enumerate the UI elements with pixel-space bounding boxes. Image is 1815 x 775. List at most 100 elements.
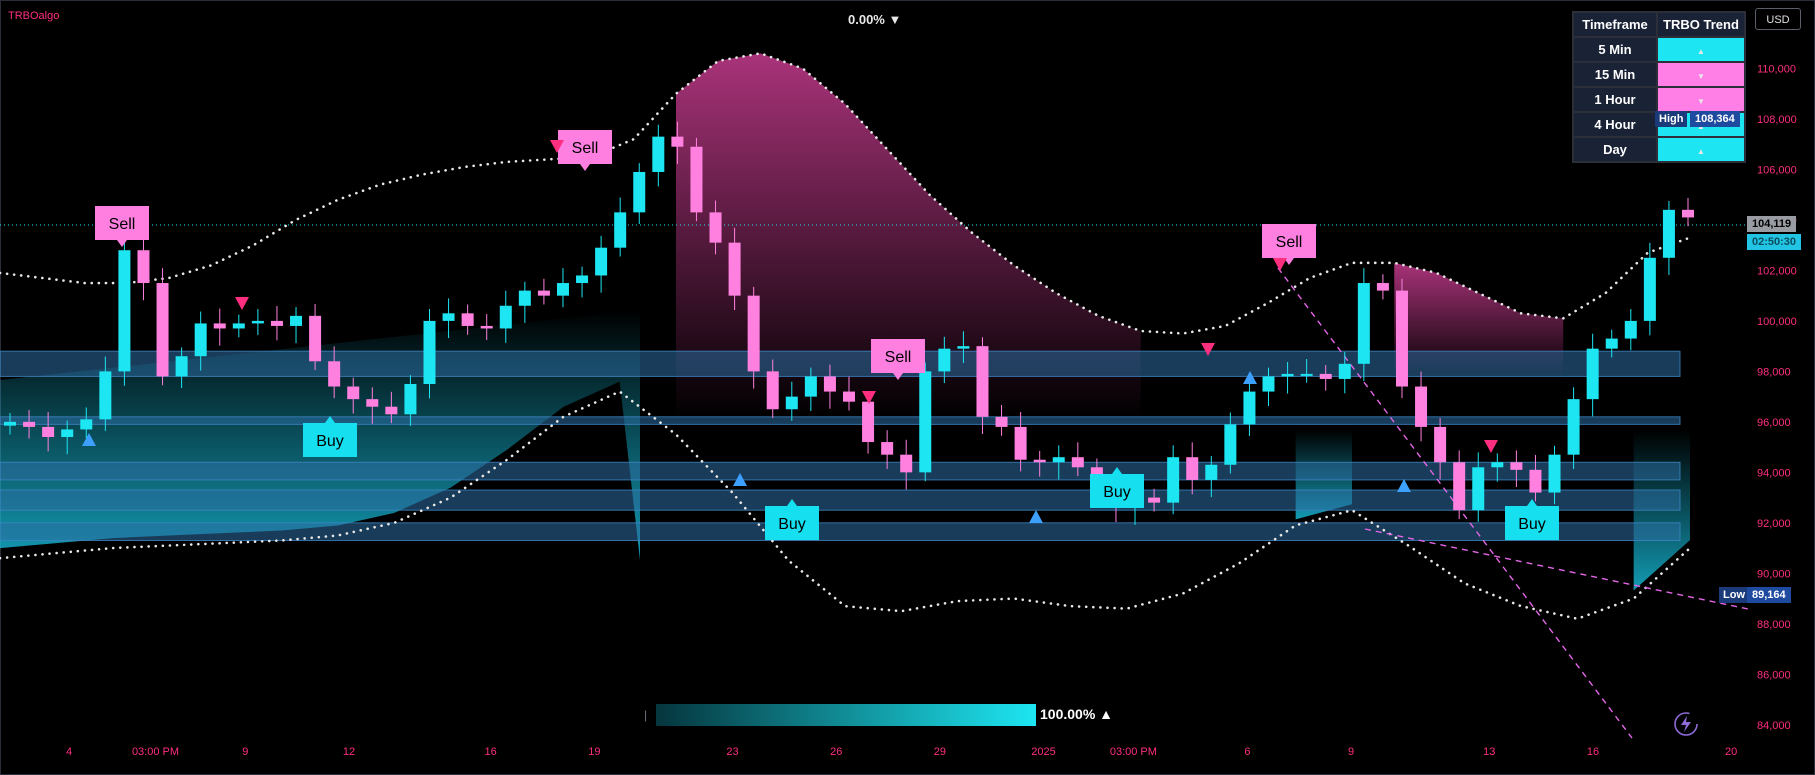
support-band bbox=[0, 350, 1681, 377]
candle-body bbox=[1624, 320, 1637, 339]
candle-body bbox=[309, 315, 322, 362]
candle-body bbox=[1491, 462, 1504, 468]
sell-label: Sell bbox=[109, 216, 136, 233]
candle-body bbox=[461, 313, 474, 326]
candle-body bbox=[747, 295, 760, 372]
buy-label: Buy bbox=[316, 433, 344, 450]
support-band bbox=[0, 416, 1681, 425]
candle-body bbox=[976, 346, 989, 417]
x-tick-label: 03:00 PM bbox=[1110, 746, 1157, 758]
candle-body bbox=[480, 325, 493, 329]
candle-body bbox=[919, 371, 932, 473]
candle-body bbox=[576, 275, 589, 284]
candle-body bbox=[633, 171, 646, 213]
buy-label: Buy bbox=[1103, 484, 1131, 501]
x-tick-label: 20 bbox=[1725, 746, 1737, 758]
y-tick-label: 92,000 bbox=[1757, 518, 1791, 530]
x-tick-label: 16 bbox=[1587, 746, 1599, 758]
candle-body bbox=[537, 290, 550, 296]
candle-body bbox=[1262, 376, 1275, 392]
sell-arrow-icon bbox=[862, 391, 876, 404]
candle-body bbox=[671, 136, 684, 147]
x-tick-label: 9 bbox=[242, 746, 248, 758]
candle-body bbox=[232, 323, 245, 329]
low-value: 89,164 bbox=[1747, 587, 1791, 603]
candle-body bbox=[785, 396, 798, 410]
candle-body bbox=[804, 376, 817, 397]
strength-percent: 100.00% ▲ bbox=[1040, 706, 1114, 722]
candle-body bbox=[1643, 257, 1656, 321]
lightning-icon[interactable] bbox=[1673, 711, 1699, 737]
candle-body bbox=[1186, 457, 1199, 480]
candle-body bbox=[423, 320, 436, 384]
candle-body bbox=[957, 346, 970, 349]
y-tick-label: 110,000 bbox=[1757, 63, 1796, 75]
candle-body bbox=[270, 320, 283, 326]
candle-body bbox=[1510, 462, 1523, 470]
sell-label: Sell bbox=[572, 140, 599, 157]
trend-row-timeframe: 1 Hour bbox=[1574, 88, 1656, 111]
sell-signal: Sell bbox=[558, 130, 612, 171]
candle-body bbox=[1052, 457, 1065, 463]
trend-row-indicator: ▼ bbox=[1658, 63, 1744, 86]
candle-body bbox=[1167, 457, 1180, 503]
trend-row-timeframe: 5 Min bbox=[1574, 38, 1656, 61]
currency-button[interactable]: USD bbox=[1755, 8, 1801, 30]
candle-body bbox=[1014, 426, 1027, 460]
sell-signal: Sell bbox=[95, 206, 149, 247]
candle-body bbox=[938, 348, 951, 372]
candle-body bbox=[614, 212, 627, 248]
trend-table-header-trend: TRBO Trend bbox=[1658, 13, 1744, 36]
candle-body bbox=[766, 371, 779, 410]
candle-body bbox=[518, 290, 531, 306]
y-tick-label: 90,000 bbox=[1757, 568, 1791, 580]
trend-row-timeframe: 15 Min bbox=[1574, 63, 1656, 86]
candle-body bbox=[1529, 469, 1542, 493]
candle-body bbox=[1586, 348, 1599, 400]
candle-body bbox=[328, 361, 341, 387]
buy-label: Buy bbox=[778, 516, 806, 533]
candle-body bbox=[995, 416, 1008, 427]
buy-label: Buy bbox=[1518, 516, 1546, 533]
buy-signal: Buy bbox=[303, 416, 357, 457]
candle-body bbox=[4, 421, 16, 426]
bearish-cloud bbox=[676, 53, 1141, 421]
sell-arrow-icon bbox=[1484, 440, 1498, 453]
x-tick-label: 6 bbox=[1244, 746, 1250, 758]
candle-body bbox=[1224, 424, 1237, 465]
candle-body bbox=[556, 283, 569, 296]
buy-arrow-icon bbox=[1029, 510, 1043, 523]
candle-body bbox=[137, 250, 150, 284]
trend-table: Timeframe TRBO Trend 5 Min ▲ 15 Min ▼ 1 … bbox=[1572, 11, 1746, 163]
support-band bbox=[0, 461, 1681, 481]
trend-row-indicator: ▲ bbox=[1658, 138, 1744, 161]
candle-body bbox=[80, 419, 93, 430]
candle-body bbox=[1205, 464, 1218, 480]
candle-body bbox=[1300, 373, 1313, 376]
lower-envelope bbox=[0, 390, 1692, 621]
candle-body bbox=[862, 401, 875, 443]
sell-arrow-icon bbox=[235, 297, 249, 310]
candle-body bbox=[690, 146, 703, 213]
trend-arrow-icon: ▲ bbox=[1697, 147, 1705, 156]
sell-signal: Sell bbox=[1262, 224, 1316, 265]
sell-signal: Sell bbox=[871, 339, 925, 380]
support-band bbox=[0, 489, 1681, 511]
candle-body bbox=[385, 406, 398, 415]
low-label: Low bbox=[1719, 587, 1749, 603]
candle-body bbox=[1243, 391, 1256, 425]
y-tick-label: 108,000 bbox=[1757, 114, 1797, 126]
trend-row-timeframe: 4 Hour bbox=[1574, 113, 1656, 136]
buy-signal: Buy bbox=[1090, 467, 1144, 508]
candle-body bbox=[442, 313, 455, 321]
candle-body bbox=[728, 242, 741, 296]
candle-body bbox=[1472, 467, 1485, 511]
candle-body bbox=[175, 356, 188, 377]
candle-body bbox=[1033, 459, 1046, 463]
last-price-tag: 104,119 bbox=[1747, 216, 1797, 232]
y-tick-label: 86,000 bbox=[1757, 669, 1791, 681]
x-tick-label: 4 bbox=[66, 746, 72, 758]
candle-body bbox=[881, 442, 894, 455]
change-percent: 0.00% ▼ bbox=[848, 12, 902, 27]
